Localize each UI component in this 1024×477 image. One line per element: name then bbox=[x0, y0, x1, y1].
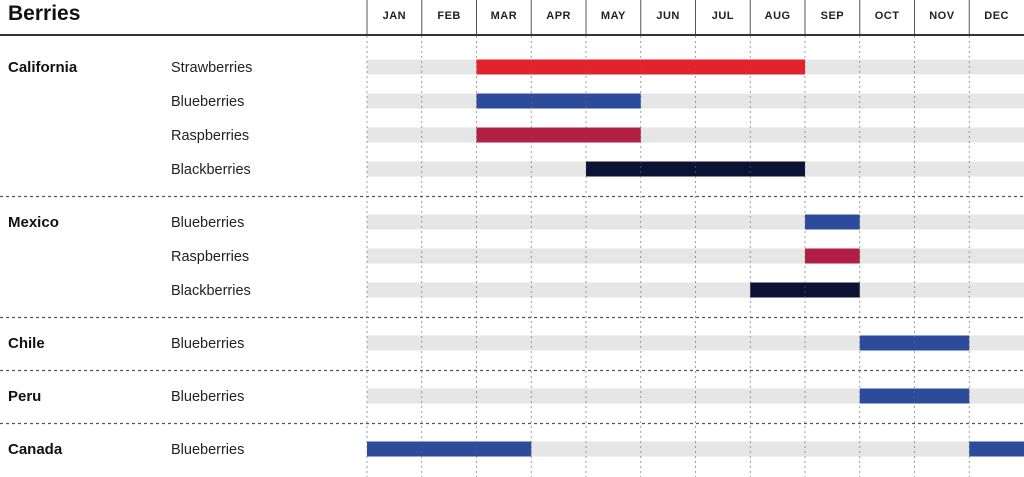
month-label-nov: NOV bbox=[929, 10, 955, 22]
season-bar-canada-blueberries bbox=[367, 441, 532, 457]
season-rows bbox=[366, 36, 1024, 477]
month-label-dec: DEC bbox=[984, 10, 1009, 22]
berry-label-blueberries: Blueberries bbox=[171, 442, 244, 458]
region-label-california: California bbox=[8, 59, 78, 76]
month-label-jul: JUL bbox=[712, 10, 734, 22]
berry-label-blueberries: Blueberries bbox=[171, 336, 244, 352]
berry-label-blackberries: Blackberries bbox=[171, 283, 251, 299]
season-bar-mexico-blackberries bbox=[750, 282, 860, 298]
season-bar-mexico-raspberries bbox=[805, 248, 860, 264]
month-label-sep: SEP bbox=[821, 10, 845, 22]
month-header: JAN FEB MAR APR MAY JUN JUL AUG SEP OCT NOV DEC bbox=[383, 10, 1009, 22]
berry-label-blackberries: Blackberries bbox=[171, 162, 251, 178]
region-label-chile: Chile bbox=[8, 335, 45, 352]
season-bar-canada-blueberries bbox=[969, 441, 1024, 457]
berry-label-raspberries: Raspberries bbox=[171, 249, 249, 265]
season-track bbox=[367, 127, 1024, 143]
month-label-oct: OCT bbox=[875, 10, 900, 22]
season-bar-california-raspberries bbox=[476, 127, 641, 143]
region-label-canada: Canada bbox=[8, 441, 63, 458]
berry-label-blueberries: Blueberries bbox=[171, 215, 244, 231]
berry-label-strawberries: Strawberries bbox=[171, 60, 252, 76]
berry-label-blueberries: Blueberries bbox=[171, 389, 244, 405]
region-label-mexico: Mexico bbox=[8, 214, 59, 231]
row-labels: California Strawberries Blueberries Raspber… bbox=[8, 59, 252, 458]
month-label-apr: APR bbox=[546, 10, 571, 22]
season-bar-mexico-blueberries bbox=[805, 214, 860, 230]
berry-label-raspberries: Raspberries bbox=[171, 128, 249, 144]
month-label-jun: JUN bbox=[656, 10, 680, 22]
berry-label-blueberries: Blueberries bbox=[171, 94, 244, 110]
season-bar-california-blackberries bbox=[586, 161, 805, 177]
season-bar-california-blueberries bbox=[476, 93, 641, 109]
month-label-jan: JAN bbox=[383, 10, 407, 22]
chart-title: Berries bbox=[8, 2, 80, 25]
month-label-feb: FEB bbox=[437, 10, 461, 22]
grid-layer bbox=[0, 0, 1024, 425]
season-track bbox=[367, 282, 1024, 298]
month-label-may: MAY bbox=[601, 10, 626, 22]
region-label-peru: Peru bbox=[8, 388, 41, 405]
month-label-aug: AUG bbox=[765, 10, 791, 22]
month-label-mar: MAR bbox=[491, 10, 518, 22]
